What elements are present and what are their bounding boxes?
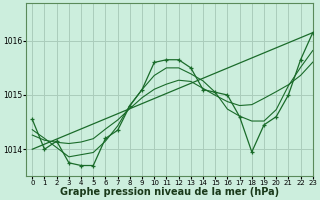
X-axis label: Graphe pression niveau de la mer (hPa): Graphe pression niveau de la mer (hPa): [60, 187, 279, 197]
